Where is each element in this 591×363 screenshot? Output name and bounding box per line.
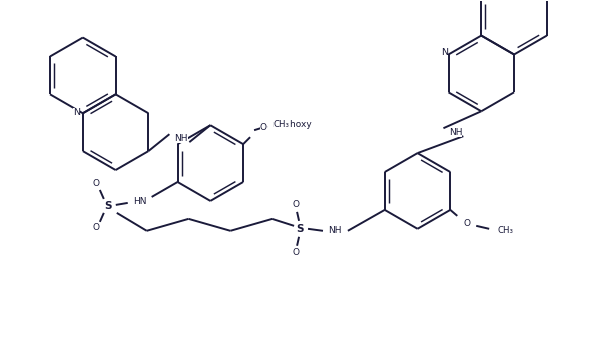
Text: O: O <box>92 179 99 188</box>
Text: methoxy: methoxy <box>272 120 312 129</box>
Text: O: O <box>259 123 267 132</box>
Text: S: S <box>296 224 304 234</box>
Text: NH: NH <box>449 128 462 137</box>
Text: N: N <box>73 108 80 117</box>
Text: HN: HN <box>133 197 147 207</box>
Text: NH: NH <box>174 134 188 143</box>
Text: NH: NH <box>328 226 342 235</box>
Text: O: O <box>464 219 471 228</box>
Text: N: N <box>441 48 448 57</box>
Text: O: O <box>293 248 300 257</box>
Text: CH₃: CH₃ <box>497 226 513 235</box>
Text: O: O <box>293 200 300 209</box>
Text: O: O <box>92 223 99 232</box>
Text: S: S <box>104 201 112 211</box>
Text: CH₃: CH₃ <box>274 120 290 129</box>
